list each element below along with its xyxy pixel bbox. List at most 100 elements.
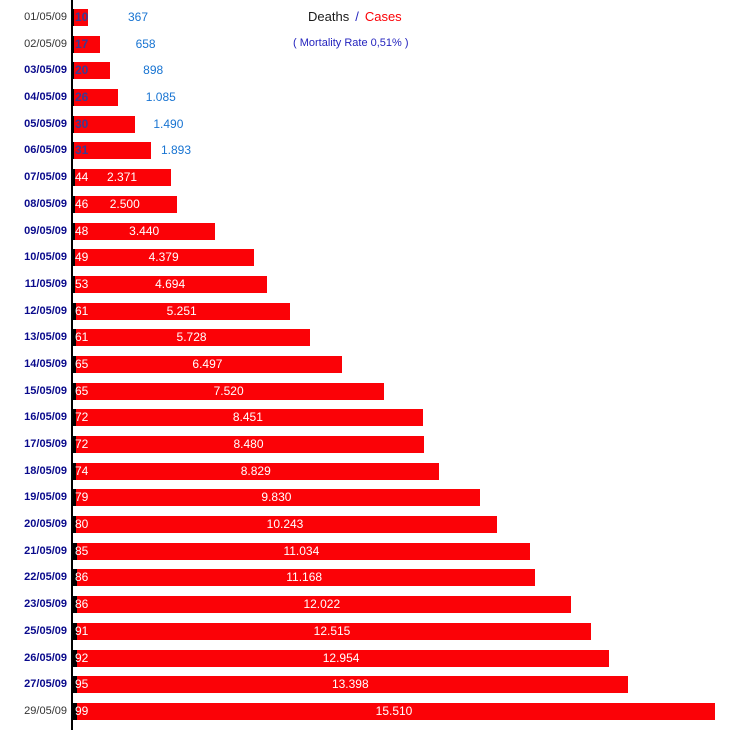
date-tick-label: 29/05/09 — [24, 704, 67, 717]
cases-value-label: 658 — [135, 36, 156, 51]
cases-value-label: 1.893 — [160, 143, 192, 158]
deaths-value-label: 74 — [75, 463, 89, 478]
deaths-value-label: 30 — [75, 116, 89, 131]
chart-row: 07/05/09 44 2.371 — [0, 169, 750, 187]
deaths-value-label: 46 — [75, 196, 89, 211]
deaths-value-label: 49 — [75, 250, 89, 265]
date-tick-label: 07/05/09 — [24, 171, 67, 184]
chart-row: 04/05/09 26 1.085 — [0, 89, 750, 107]
cases-value-label: 3.440 — [129, 223, 160, 238]
deaths-bar — [73, 596, 77, 614]
date-tick-label: 06/05/09 — [24, 144, 67, 157]
date-tick-label: 09/05/09 — [24, 224, 67, 237]
deaths-bar — [73, 302, 76, 320]
cases-value-label: 12.022 — [303, 597, 341, 612]
deaths-bar — [73, 462, 77, 480]
y-axis-line — [71, 0, 73, 730]
cases-bar — [73, 409, 423, 427]
cases-value-label: 7.520 — [213, 383, 244, 398]
legend-separator: / — [355, 9, 359, 24]
cases-value-label: 12.954 — [322, 650, 360, 665]
cases-bar — [73, 649, 610, 667]
date-tick-label: 10/05/09 — [24, 251, 67, 264]
date-tick-label: 17/05/09 — [24, 438, 67, 451]
cases-value-label: 6.497 — [192, 356, 223, 371]
cases-bar — [73, 275, 268, 293]
chart-row: 26/05/09 92 12.954 — [0, 649, 750, 667]
cases-value-label: 367 — [127, 10, 149, 24]
chart-row: 15/05/09 65 7.520 — [0, 382, 750, 400]
deaths-bar — [73, 62, 74, 80]
cases-value-label: 8.480 — [233, 437, 264, 452]
deaths-bar — [73, 382, 76, 400]
date-tick-label: 21/05/09 — [24, 544, 67, 557]
chart-row: 12/05/09 61 5.251 — [0, 302, 750, 320]
cases-bar — [73, 302, 291, 320]
cases-value-label: 2.500 — [109, 196, 140, 211]
cases-value-label: 10.243 — [266, 517, 304, 532]
cases-bar — [73, 249, 255, 267]
chart-row: 05/05/09 30 1.490 — [0, 115, 750, 133]
deaths-bar — [73, 676, 77, 694]
cases-value-label: 1.085 — [145, 90, 176, 105]
date-tick-label: 01/05/09 — [24, 11, 67, 23]
chart-row: 06/05/09 31 1.893 — [0, 142, 750, 160]
chart-row: 29/05/09 99 15.510 — [0, 702, 750, 720]
cases-bar — [73, 622, 591, 640]
date-tick-label: 04/05/09 — [24, 91, 67, 104]
deaths-bar — [73, 329, 76, 347]
deaths-value-label: 61 — [75, 303, 89, 318]
cases-bar — [73, 142, 152, 160]
cases-bar — [73, 195, 177, 213]
date-tick-label: 12/05/09 — [24, 304, 67, 317]
date-tick-label: 03/05/09 — [24, 64, 67, 77]
cases-value-label: 8.451 — [232, 410, 263, 425]
deaths-value-label: 86 — [75, 597, 89, 612]
chart-row: 25/05/09 91 12.515 — [0, 622, 750, 640]
chart-row: 23/05/09 86 12.022 — [0, 596, 750, 614]
cases-value-label: 8.829 — [240, 463, 271, 478]
cases-value-label: 11.034 — [283, 543, 320, 558]
deaths-bar — [73, 35, 74, 53]
cases-bar — [73, 329, 311, 347]
date-tick-label: 08/05/09 — [24, 197, 67, 210]
mortality-rate-note: ( Mortality Rate 0,51% ) — [293, 37, 409, 49]
chart-row: 14/05/09 65 6.497 — [0, 355, 750, 373]
cases-bar — [73, 89, 118, 107]
deaths-value-label: 65 — [75, 356, 89, 371]
deaths-value-label: 91 — [75, 623, 89, 638]
cases-bar — [73, 516, 497, 534]
date-tick-label: 16/05/09 — [24, 411, 67, 424]
chart-row: 03/05/09 20 898 — [0, 62, 750, 80]
deaths-value-label: 61 — [75, 330, 89, 345]
deaths-value-label: 17 — [75, 36, 89, 51]
deaths-value-label: 92 — [75, 650, 89, 665]
chart-row: 19/05/09 79 9.830 — [0, 489, 750, 507]
deaths-value-label: 31 — [75, 143, 89, 158]
deaths-bar — [73, 169, 75, 187]
deaths-value-label: 20 — [75, 63, 89, 78]
cases-bar — [73, 436, 424, 454]
chart-row: 13/05/09 61 5.728 — [0, 329, 750, 347]
cases-value-label: 9.830 — [261, 490, 292, 505]
deaths-value-label: 86 — [75, 570, 89, 585]
chart-row: 02/05/09 17 658 — [0, 35, 750, 53]
cases-bar — [73, 382, 385, 400]
deaths-value-label: 10 — [75, 10, 89, 24]
chart-row: 01/05/09 10 367 — [0, 9, 750, 26]
deaths-bar — [73, 115, 75, 133]
legend-cases-label: Cases — [364, 9, 402, 24]
deaths-bar — [73, 516, 77, 534]
date-tick-label: 13/05/09 — [24, 331, 67, 344]
cases-bar — [73, 462, 439, 480]
date-tick-label: 26/05/09 — [24, 651, 67, 664]
chart-row: 21/05/09 85 11.034 — [0, 542, 750, 560]
date-tick-label: 15/05/09 — [24, 384, 67, 397]
deaths-bar — [73, 542, 77, 560]
deaths-bar — [73, 409, 76, 427]
cases-value-label: 5.728 — [176, 330, 207, 345]
cases-bar — [73, 115, 135, 133]
deaths-bar — [73, 275, 76, 293]
deaths-bar — [73, 649, 77, 667]
